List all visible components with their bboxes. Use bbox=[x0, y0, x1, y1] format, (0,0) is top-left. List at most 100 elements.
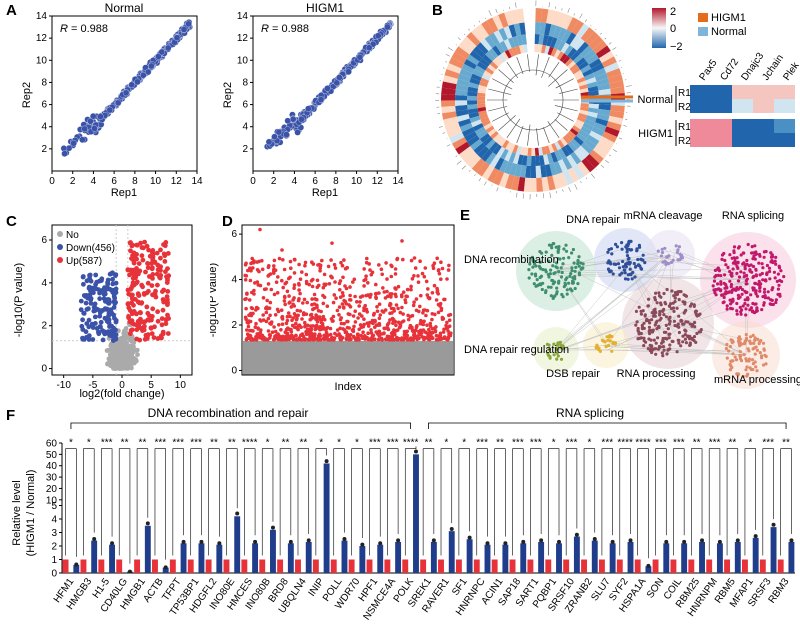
point-significant bbox=[365, 257, 369, 261]
point-down bbox=[98, 325, 103, 330]
point-significant bbox=[334, 266, 338, 270]
point-significant bbox=[258, 228, 262, 232]
point-down bbox=[110, 277, 115, 282]
network-node bbox=[659, 301, 662, 304]
significance-bracket bbox=[513, 449, 524, 556]
network-node bbox=[655, 327, 658, 330]
point-significant bbox=[385, 326, 389, 330]
network-node bbox=[637, 327, 640, 330]
point-significant bbox=[358, 300, 362, 304]
network-node bbox=[610, 350, 613, 353]
network-node bbox=[739, 354, 742, 357]
point-significant bbox=[353, 278, 357, 282]
network-node bbox=[712, 284, 715, 287]
point-up bbox=[137, 261, 142, 266]
replicate-dot bbox=[360, 543, 364, 547]
point-significant bbox=[276, 275, 280, 279]
y-tick-label: 12 bbox=[36, 33, 48, 44]
point-up bbox=[161, 288, 166, 293]
network-node bbox=[743, 353, 746, 356]
network-node bbox=[771, 286, 774, 289]
network-node bbox=[577, 255, 580, 258]
point-significant bbox=[267, 329, 271, 333]
point-up bbox=[140, 245, 145, 250]
heatmap-row-label: R2 bbox=[678, 136, 691, 147]
point-significant bbox=[446, 326, 450, 330]
network-node bbox=[745, 282, 748, 285]
gene-tick bbox=[485, 18, 486, 19]
network-node bbox=[629, 268, 632, 271]
y-tick-label: 10 bbox=[46, 495, 58, 506]
network-node bbox=[564, 244, 567, 247]
point-up bbox=[158, 276, 163, 281]
point-significant bbox=[395, 336, 399, 340]
point-significant bbox=[414, 266, 418, 270]
network-node bbox=[654, 323, 657, 326]
point-significant bbox=[300, 270, 304, 274]
network-node bbox=[668, 333, 671, 336]
network-node bbox=[723, 296, 726, 299]
x-tick-label: 12 bbox=[171, 176, 183, 187]
network-node bbox=[778, 266, 781, 269]
significance-label: *** bbox=[369, 438, 381, 449]
point-significant bbox=[295, 326, 299, 330]
point-ns bbox=[135, 352, 140, 357]
network-node bbox=[534, 274, 537, 277]
network-node bbox=[727, 349, 730, 352]
point-significant bbox=[394, 267, 398, 271]
point-down bbox=[88, 297, 93, 302]
y-tick-label: 60 bbox=[46, 439, 58, 450]
network-node bbox=[759, 286, 762, 289]
network-node bbox=[653, 339, 656, 342]
manhattan-points bbox=[243, 228, 453, 375]
heatmap-cell bbox=[467, 96, 477, 101]
network-node bbox=[717, 268, 720, 271]
network-node bbox=[657, 291, 660, 294]
significance-bracket bbox=[548, 449, 559, 556]
point-ns bbox=[106, 348, 111, 353]
gene-tick bbox=[446, 54, 450, 56]
point-significant bbox=[244, 263, 248, 267]
point-significant bbox=[266, 274, 270, 278]
point-down bbox=[79, 299, 84, 304]
point-significant bbox=[292, 296, 296, 300]
significance-label: **** bbox=[242, 438, 258, 449]
point-significant bbox=[244, 278, 248, 282]
point-significant bbox=[264, 287, 268, 291]
point-significant bbox=[394, 295, 398, 299]
bar-normal bbox=[742, 560, 748, 574]
point-significant bbox=[313, 293, 317, 297]
network-node bbox=[754, 353, 757, 356]
bar-normal bbox=[670, 560, 676, 574]
point-significant bbox=[297, 263, 301, 267]
point-up bbox=[132, 309, 137, 314]
point-down bbox=[112, 299, 117, 304]
gene-tick bbox=[580, 14, 583, 19]
point-significant bbox=[261, 268, 265, 272]
point-significant bbox=[349, 305, 353, 309]
network-node bbox=[685, 341, 688, 344]
point-down bbox=[88, 273, 93, 278]
significance-label: * bbox=[87, 438, 91, 449]
replicate-dot bbox=[128, 570, 132, 574]
significance-bracket bbox=[370, 449, 381, 556]
point-significant bbox=[331, 319, 335, 323]
point-significant bbox=[330, 275, 334, 279]
heatmap-cell bbox=[753, 133, 774, 147]
network-node bbox=[640, 313, 643, 316]
point-significant bbox=[440, 309, 444, 313]
point-significant bbox=[441, 267, 445, 271]
gene-tick bbox=[605, 160, 608, 163]
point-significant bbox=[323, 318, 327, 322]
network-node bbox=[534, 285, 537, 288]
significance-label: **** bbox=[635, 438, 651, 449]
replicate-dot bbox=[74, 562, 78, 566]
replicate-dot bbox=[199, 540, 203, 544]
point-significant bbox=[417, 280, 421, 284]
network-node bbox=[744, 368, 747, 371]
point-significant bbox=[283, 303, 287, 307]
point-significant bbox=[439, 332, 443, 336]
network-node bbox=[671, 340, 674, 343]
network-node bbox=[760, 356, 763, 359]
